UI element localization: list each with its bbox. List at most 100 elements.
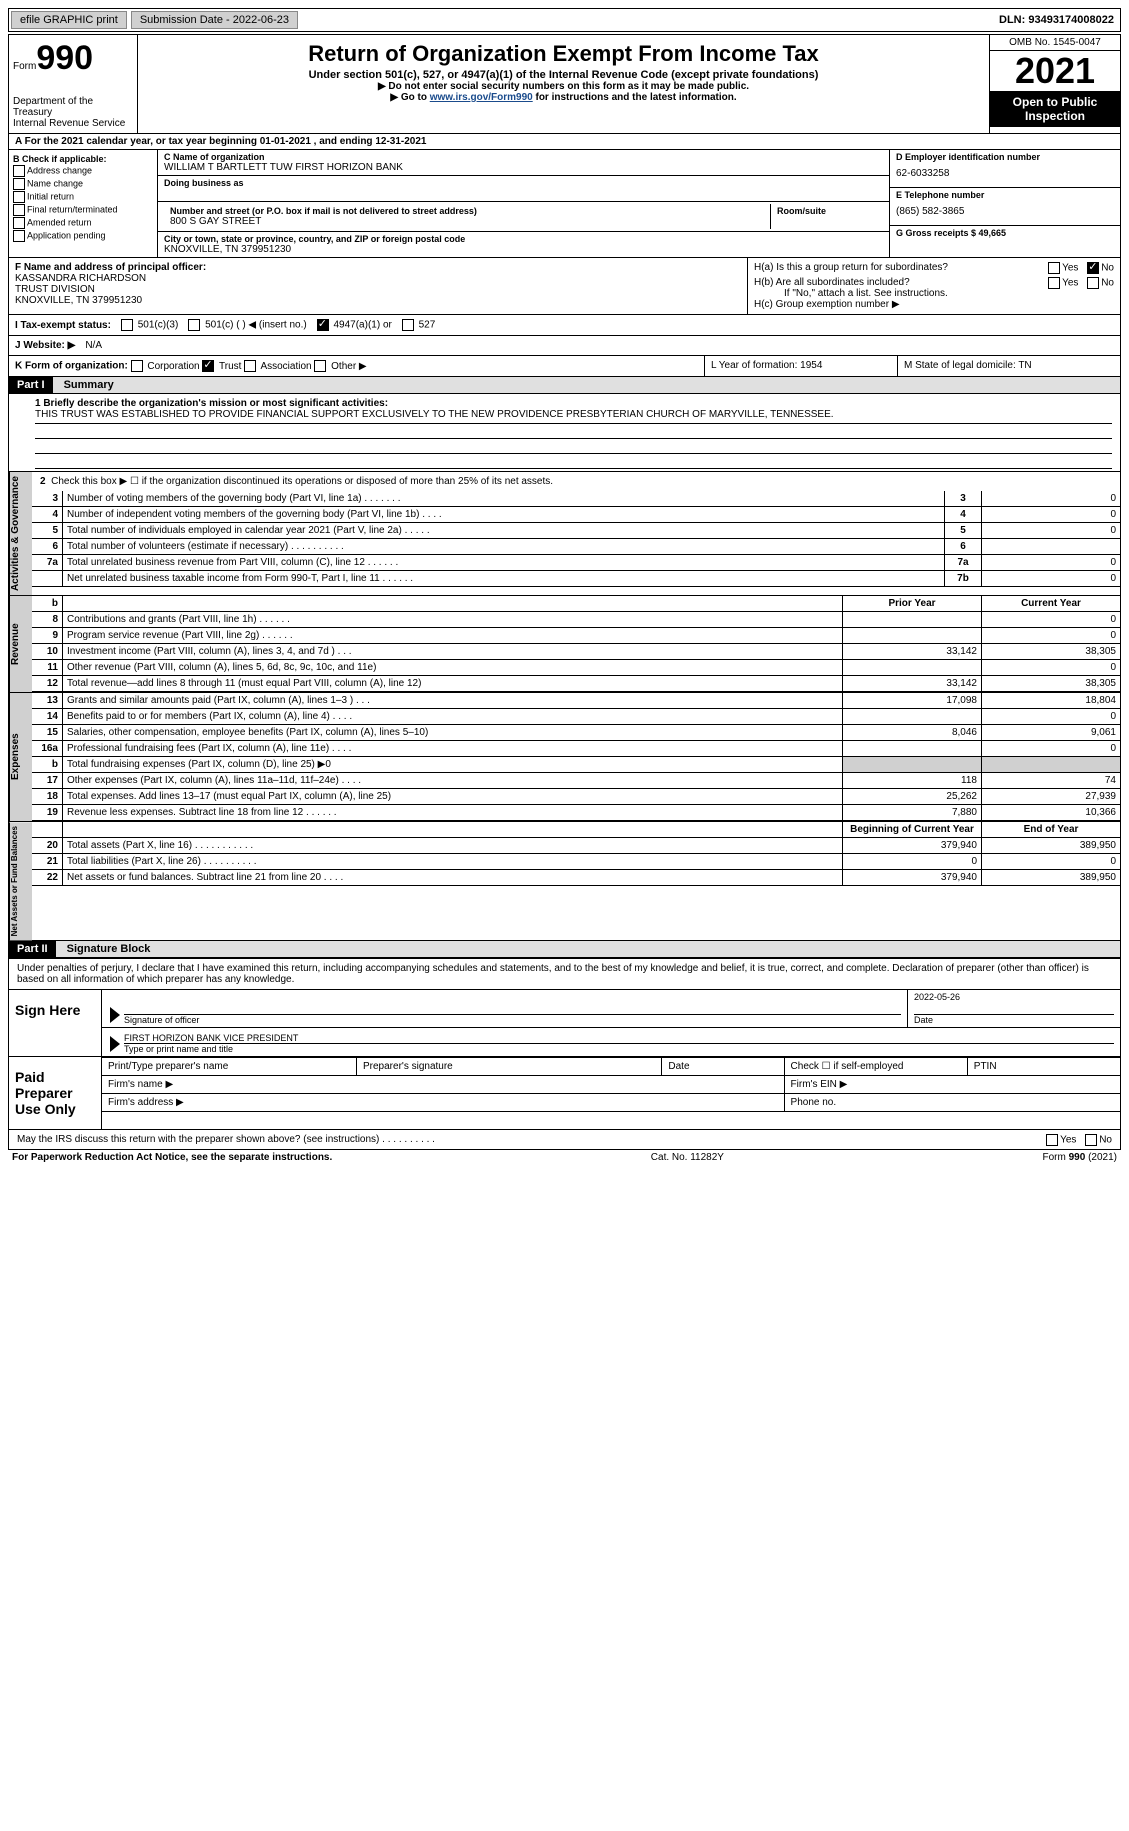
officer-label: F Name and address of principal officer: [15,262,741,273]
officer-name: KASSANDRA RICHARDSON [15,273,741,284]
year-formation: L Year of formation: 1954 [704,356,897,376]
note-ssn: ▶ Do not enter social security numbers o… [146,81,981,92]
line-num: 4 [32,507,63,523]
chk-discuss-no[interactable] [1085,1134,1097,1146]
line-desc: Contributions and grants (Part VIII, lin… [63,612,843,628]
line-num: 10 [32,644,63,660]
preparer-table: Print/Type preparer's name Preparer's si… [102,1057,1120,1112]
city-value: KNOXVILLE, TN 379951230 [164,244,883,255]
prior-year-value: 17,098 [843,693,982,709]
table-expenses: 13 Grants and similar amounts paid (Part… [32,693,1120,821]
line-num: 12 [32,676,63,692]
row-j: J Website: ▶ N/A [8,336,1121,356]
tel-value: (865) 582-3865 [896,200,1114,223]
ein-value: 62-6033258 [896,162,1114,185]
line-desc: Other expenses (Part IX, column (A), lin… [63,773,843,789]
chk-final-return[interactable]: Final return/terminated [13,204,153,216]
line-desc: Total assets (Part X, line 16) . . . . .… [63,838,843,854]
line-value: 0 [982,555,1121,571]
part2-title: Signature Block [59,943,151,955]
line-num [32,571,63,587]
part-1: Part I Summary 1 Briefly describe the or… [8,377,1121,941]
current-year-value: 0 [982,628,1121,644]
chk-501c3[interactable]: 501(c)(3) [121,319,178,331]
officer-div: TRUST DIVISION [15,284,741,295]
submission-date-button[interactable]: Submission Date - 2022-06-23 [131,11,298,29]
current-year-value: 389,950 [982,870,1121,886]
omb-number: OMB No. 1545-0047 [990,35,1120,51]
chk-527[interactable]: 527 [402,319,435,331]
line-desc: Professional fundraising fees (Part IX, … [63,741,843,757]
line-desc: Investment income (Part VIII, column (A)… [63,644,843,660]
dba-label: Doing business as [164,178,883,188]
tab-net-assets: Net Assets or Fund Balances [9,822,32,940]
prior-year-value [843,628,982,644]
row-i: I Tax-exempt status: 501(c)(3) 501(c) ( … [8,315,1121,336]
sign-here-label: Sign Here [9,990,102,1056]
line-num: 7a [32,555,63,571]
line-a: A For the 2021 calendar year, or tax yea… [8,134,1121,150]
line-num: 15 [32,725,63,741]
arrow-icon [110,1007,120,1023]
sig-date: 2022-05-26 [914,992,1114,1015]
hdr-beginning-year: Beginning of Current Year [843,822,982,838]
chk-assoc[interactable]: Association [244,361,311,372]
line-num: 3 [32,491,63,507]
chk-discuss-yes[interactable] [1046,1134,1058,1146]
tax-year: 2021 [990,51,1120,91]
line-num: 20 [32,838,63,854]
part1-header: Part I [9,377,53,393]
line-num: b [32,757,63,773]
line-box: 3 [945,491,982,507]
hdr-prior-year: Prior Year [843,596,982,612]
chk-4947[interactable]: 4947(a)(1) or [317,319,392,331]
line-num: 14 [32,709,63,725]
prior-year-value [843,757,982,773]
street-label: Number and street (or P.O. box if mail i… [170,206,764,216]
line-desc: Total number of individuals employed in … [63,523,945,539]
table-revenue: b Prior Year Current Year 8 Contribution… [32,596,1120,692]
may-irs-discuss: May the IRS discuss this return with the… [17,1134,435,1145]
chk-trust[interactable]: Trust [202,361,241,372]
line-desc: Grants and similar amounts paid (Part IX… [63,693,843,709]
hb-label: H(b) Are all subordinates included? [754,277,910,288]
form-ref: Form 990 (2021) [1043,1152,1117,1163]
line-box: 7b [945,571,982,587]
page-footer: For Paperwork Reduction Act Notice, see … [8,1150,1121,1165]
chk-corp[interactable]: Corporation [131,361,200,372]
tab-expenses: Expenses [9,693,32,821]
chk-other[interactable]: Other ▶ [314,361,366,372]
chk-initial-return[interactable]: Initial return [13,191,153,203]
hc-label: H(c) Group exemption number ▶ [754,299,1114,310]
chk-address-change[interactable]: Address change [13,165,153,177]
line-num: 18 [32,789,63,805]
irs-label: Internal Revenue Service [13,118,133,129]
line-num: 5 [32,523,63,539]
line-value [982,539,1121,555]
note-link: ▶ Go to www.irs.gov/Form990 for instruct… [146,92,981,103]
dln-label: DLN: 93493174008022 [993,12,1120,28]
line-desc: Total number of volunteers (estimate if … [63,539,945,555]
prior-year-value: 7,880 [843,805,982,821]
irs-link[interactable]: www.irs.gov/Form990 [430,92,533,103]
chk-name-change[interactable]: Name change [13,178,153,190]
ein-label: D Employer identification number [896,152,1114,162]
line-value: 0 [982,491,1121,507]
chk-amended[interactable]: Amended return [13,217,153,229]
chk-app-pending[interactable]: Application pending [13,230,153,242]
efile-print-button[interactable]: efile GRAPHIC print [11,11,127,29]
line-num: 8 [32,612,63,628]
line-num: 16a [32,741,63,757]
line-desc: Total liabilities (Part X, line 26) . . … [63,854,843,870]
firm-ein-label: Firm's EIN ▶ [784,1076,1120,1094]
line-num: 13 [32,693,63,709]
chk-501c[interactable]: 501(c) ( ) ◀ (insert no.) [188,319,306,331]
prior-year-value: 379,940 [843,838,982,854]
current-year-value: 38,305 [982,676,1121,692]
line-value: 0 [982,507,1121,523]
row-k: K Form of organization: Corporation Trus… [8,356,1121,377]
section-bcd: B Check if applicable: Address change Na… [8,150,1121,258]
section-fh: F Name and address of principal officer:… [8,258,1121,315]
room-label: Room/suite [777,206,877,216]
prior-year-value: 8,046 [843,725,982,741]
